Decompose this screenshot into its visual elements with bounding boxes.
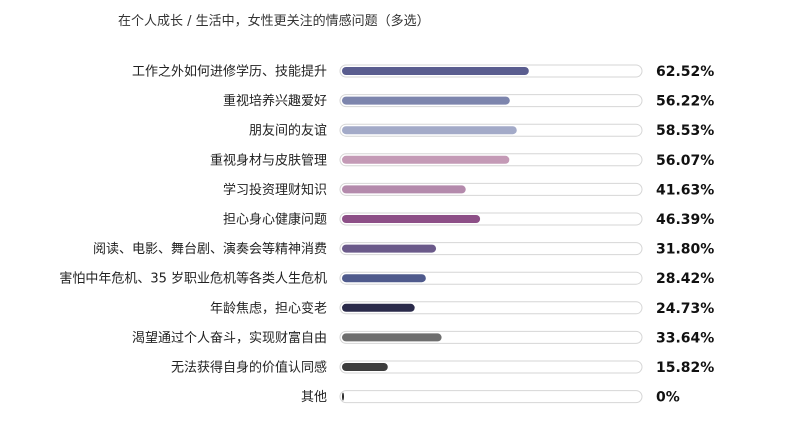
bar-track (339, 360, 643, 374)
bar-track (339, 301, 643, 315)
category-label: 其他 (301, 390, 327, 405)
category-label: 渴望通过个人奋斗，实现财富自由 (132, 330, 327, 346)
bar (342, 215, 481, 223)
value-label: 56.22% (656, 94, 714, 110)
value-label: 0% (656, 390, 680, 406)
value-label: 58.53% (656, 123, 714, 139)
category-label: 阅读、电影、舞台剧、演奏会等精神消费 (93, 241, 327, 257)
chart-title: 在个人成长 / 生活中，女性更关注的情感问题（多选） (118, 14, 430, 29)
value-label: 24.73% (656, 301, 714, 317)
value-label: 28.42% (656, 271, 714, 287)
value-label: 62.52% (656, 64, 714, 80)
bar (342, 392, 344, 401)
bar (342, 126, 517, 135)
bar (342, 185, 466, 194)
category-label: 害怕中年危机、35 岁职业危机等各类人生危机 (59, 271, 327, 287)
value-label: 56.07% (656, 153, 714, 169)
bar (342, 155, 510, 164)
bar (342, 274, 426, 283)
bar (342, 96, 510, 105)
value-label: 31.80% (656, 242, 714, 258)
category-label: 担心身心健康问题 (223, 212, 327, 228)
value-label: 15.82% (656, 360, 714, 376)
bar (342, 363, 388, 371)
category-label: 重视培养兴趣爱好 (223, 93, 327, 109)
category-label: 无法获得自身的价值认同感 (171, 360, 327, 376)
category-label: 学习投资理财知识 (223, 182, 327, 198)
bar (342, 333, 442, 342)
category-label: 重视身材与皮肤管理 (210, 152, 327, 168)
category-label: 年龄焦虑，担心变老 (210, 300, 327, 316)
category-label: 朋友间的友谊 (249, 123, 327, 139)
bar (342, 244, 437, 253)
bar-track (339, 390, 643, 404)
value-label: 33.64% (656, 330, 714, 346)
bar (342, 303, 415, 312)
value-label: 41.63% (656, 182, 714, 198)
bar (342, 67, 529, 75)
value-label: 46.39% (656, 212, 714, 228)
category-label: 工作之外如何进修学历、技能提升 (132, 64, 327, 80)
